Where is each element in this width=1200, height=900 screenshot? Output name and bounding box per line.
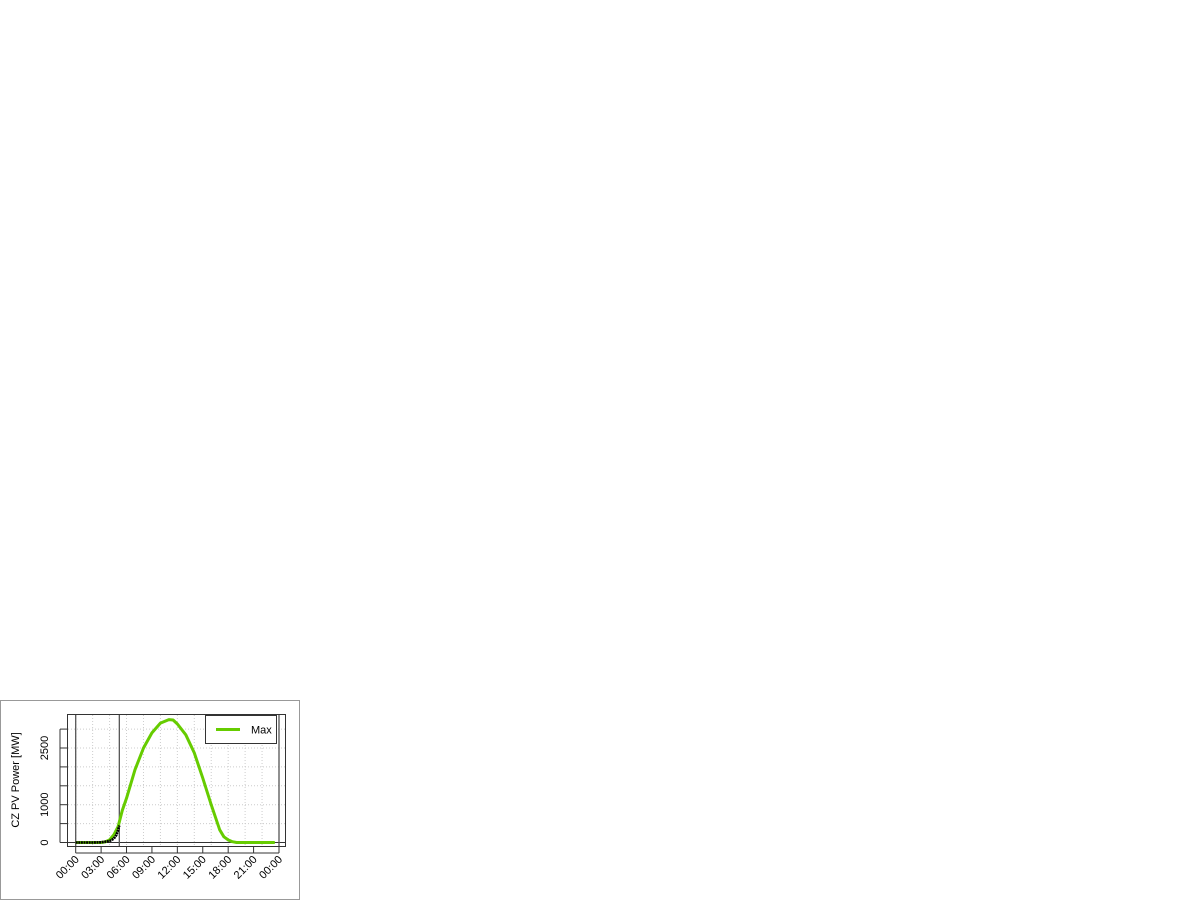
- plot-box: [67, 714, 286, 847]
- y-axis: 0 1000 2500: [39, 728, 67, 846]
- legend: Max: [205, 715, 277, 744]
- y-axis-label: CZ PV Power [MW]: [10, 732, 22, 827]
- y-tick-label: 2500: [39, 736, 51, 760]
- legend-label-max: Max: [251, 725, 272, 737]
- series-line-actual: [75, 825, 121, 844]
- y-tick-label: 1000: [39, 792, 51, 816]
- y-tick-label: 0: [39, 839, 51, 845]
- series-layer: [75, 718, 275, 844]
